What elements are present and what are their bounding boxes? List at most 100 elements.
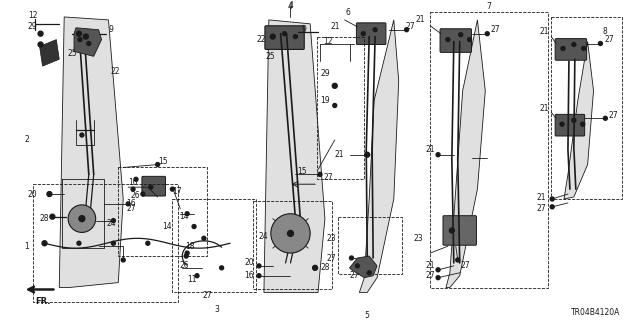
FancyBboxPatch shape (265, 26, 304, 49)
Text: TR04B4120A: TR04B4120A (571, 308, 620, 316)
Bar (317, 36, 364, 179)
Text: 21: 21 (536, 193, 546, 202)
Text: 26: 26 (179, 261, 189, 270)
Text: 3: 3 (214, 305, 219, 314)
Circle shape (80, 133, 84, 137)
Text: 14: 14 (163, 222, 172, 231)
Circle shape (220, 266, 223, 270)
Polygon shape (446, 20, 485, 288)
Circle shape (436, 153, 440, 157)
Text: 28: 28 (40, 214, 49, 223)
Bar (430, 12, 548, 288)
Circle shape (83, 34, 88, 39)
Circle shape (146, 241, 150, 245)
Polygon shape (564, 42, 593, 199)
Text: 9: 9 (109, 25, 114, 34)
Circle shape (367, 271, 371, 275)
Bar (33, 184, 179, 302)
Circle shape (50, 214, 55, 219)
Text: 25: 25 (67, 49, 77, 58)
Circle shape (572, 43, 576, 46)
Text: 27: 27 (490, 25, 500, 34)
Circle shape (111, 241, 115, 245)
Text: 21: 21 (540, 27, 549, 36)
Text: 7: 7 (487, 2, 492, 11)
Circle shape (355, 264, 359, 268)
Circle shape (42, 241, 47, 246)
Text: 24: 24 (258, 232, 268, 241)
Text: 27: 27 (536, 204, 546, 213)
Circle shape (38, 42, 43, 47)
Circle shape (283, 32, 287, 36)
Bar (172, 199, 256, 292)
FancyBboxPatch shape (142, 176, 166, 196)
Text: 27: 27 (327, 253, 337, 262)
Circle shape (312, 265, 317, 270)
Circle shape (270, 34, 275, 39)
Circle shape (131, 187, 135, 191)
Circle shape (436, 268, 440, 272)
Circle shape (404, 28, 408, 32)
Text: 18: 18 (186, 242, 195, 251)
Text: 21: 21 (426, 145, 435, 154)
Text: 21: 21 (331, 22, 340, 31)
Circle shape (271, 214, 310, 253)
Circle shape (126, 202, 130, 206)
Circle shape (257, 274, 261, 278)
Text: 21: 21 (415, 15, 425, 24)
Text: 5: 5 (365, 311, 370, 320)
Circle shape (47, 192, 52, 196)
Circle shape (87, 42, 91, 45)
Text: 21: 21 (335, 150, 344, 159)
Text: 4: 4 (288, 2, 293, 11)
Text: 27: 27 (461, 261, 470, 270)
Circle shape (459, 33, 463, 36)
Polygon shape (74, 28, 102, 56)
Text: 21: 21 (426, 261, 435, 270)
Text: 23: 23 (413, 234, 423, 243)
Circle shape (141, 192, 145, 196)
Text: 24: 24 (107, 219, 116, 228)
Text: 29: 29 (28, 22, 38, 31)
FancyBboxPatch shape (555, 114, 585, 136)
Text: 28: 28 (320, 263, 330, 272)
Circle shape (436, 276, 440, 280)
Circle shape (373, 28, 377, 32)
Text: 27: 27 (349, 271, 359, 280)
Circle shape (550, 205, 554, 209)
Text: 16: 16 (126, 199, 136, 208)
Circle shape (68, 205, 95, 232)
Circle shape (446, 38, 450, 42)
Text: 26: 26 (130, 190, 140, 200)
Text: 27: 27 (406, 22, 415, 31)
Circle shape (156, 163, 159, 166)
Polygon shape (349, 256, 377, 278)
Circle shape (111, 219, 115, 223)
Circle shape (349, 256, 353, 260)
FancyBboxPatch shape (443, 216, 476, 245)
Text: 23: 23 (327, 234, 337, 243)
Polygon shape (60, 17, 124, 288)
Circle shape (134, 177, 138, 181)
Text: 10: 10 (128, 178, 138, 187)
Circle shape (572, 118, 576, 122)
Circle shape (582, 46, 586, 51)
Text: 20: 20 (244, 259, 254, 268)
Text: 15: 15 (298, 167, 307, 176)
Polygon shape (359, 20, 399, 292)
Circle shape (468, 38, 472, 42)
Text: 12: 12 (28, 12, 38, 20)
Circle shape (149, 185, 153, 189)
Circle shape (598, 42, 602, 45)
Text: 8: 8 (603, 27, 608, 36)
Circle shape (333, 104, 337, 108)
Text: 27: 27 (126, 204, 136, 213)
Bar (551, 17, 622, 199)
Circle shape (38, 31, 43, 36)
FancyBboxPatch shape (356, 23, 386, 44)
Text: 14: 14 (179, 212, 189, 221)
Circle shape (287, 230, 293, 236)
Text: 16: 16 (244, 271, 254, 280)
Text: 2: 2 (24, 135, 29, 144)
Text: 17: 17 (173, 187, 182, 196)
